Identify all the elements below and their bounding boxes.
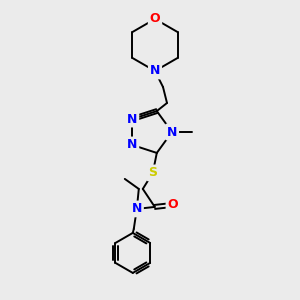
Text: O: O <box>150 13 160 26</box>
Text: S: S <box>148 167 157 179</box>
Text: N: N <box>167 125 177 139</box>
Text: N: N <box>132 202 142 215</box>
Text: N: N <box>150 64 160 77</box>
Text: O: O <box>167 198 178 212</box>
Text: N: N <box>127 112 137 126</box>
Text: N: N <box>127 138 137 152</box>
